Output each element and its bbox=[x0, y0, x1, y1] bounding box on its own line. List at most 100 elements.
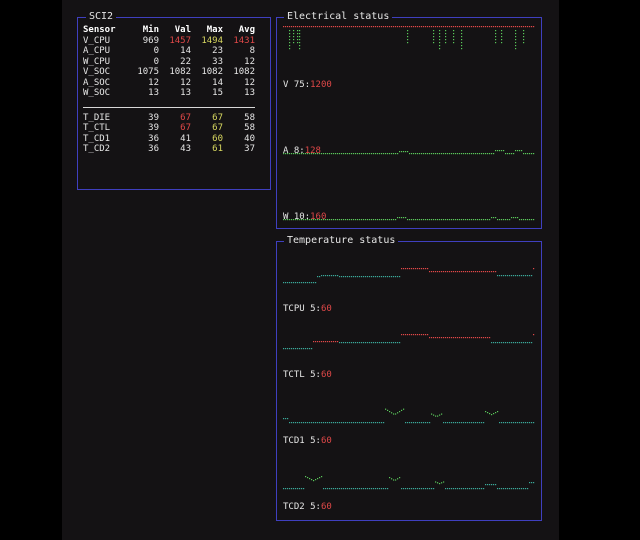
col-val: Val bbox=[174, 25, 191, 35]
sensor-val: 13 bbox=[180, 88, 191, 98]
graph-name: A bbox=[283, 146, 289, 156]
tcd2-graph-label: TCD2 5:60 bbox=[283, 502, 332, 512]
sensor-val: 22 bbox=[180, 56, 191, 67]
power-graph-label: W 10:160 bbox=[283, 212, 327, 222]
electrical-status-panel: Electrical status V 75:1200 A 8:128 W 10… bbox=[276, 10, 542, 229]
sensor-row: A_CPU 0 14 23 8 bbox=[83, 46, 255, 57]
sensor-min: 0 bbox=[153, 46, 159, 56]
current-graph bbox=[283, 150, 535, 155]
sensor-row: W_SOC 13 13 15 13 bbox=[83, 88, 255, 99]
sensor-min: 12 bbox=[148, 77, 159, 88]
sensor-row: T_CTL 39 67 67 58 bbox=[83, 123, 255, 134]
power-rows: V_CPU 969 1457 1494 1431 A_CPU 0 14 23 8 W_CPU 0 22 3… bbox=[83, 36, 255, 99]
col-sensor: Sensor bbox=[83, 25, 116, 35]
sensor-avg: 40 bbox=[244, 133, 255, 144]
sensor-avg: 37 bbox=[244, 144, 255, 154]
graph-name: W bbox=[283, 212, 289, 222]
sensor-name: A_CPU bbox=[83, 46, 111, 56]
sensor-max: 1494 bbox=[201, 35, 223, 46]
tcd2-graph bbox=[283, 476, 535, 490]
sensor-panel-title: SCI2 bbox=[86, 10, 117, 24]
sensor-row: A_SOC 12 12 14 12 bbox=[83, 78, 255, 89]
sensor-val: 67 bbox=[180, 112, 191, 123]
electrical-panel-title: Electrical status bbox=[284, 10, 393, 24]
sensor-val: 67 bbox=[180, 123, 191, 133]
sensor-max: 67 bbox=[212, 123, 223, 133]
terminal-screen: SCI2 Sensor Min Val Max Avg V_CPU 969 1457… bbox=[62, 0, 559, 540]
sensor-val: 43 bbox=[180, 144, 191, 154]
graph-scale: 5 bbox=[310, 370, 316, 380]
sensor-val: 14 bbox=[180, 46, 191, 56]
tctl-graph bbox=[283, 334, 535, 350]
sensor-avg: 8 bbox=[249, 46, 255, 56]
sensor-val: 41 bbox=[180, 133, 191, 144]
voltage-graph-label: V 75:1200 bbox=[283, 80, 332, 90]
sensor-min: 13 bbox=[148, 88, 159, 98]
col-max: Max bbox=[206, 25, 223, 35]
col-avg: Avg bbox=[238, 25, 255, 35]
sensor-row: V_SOC 1075 1082 1082 1082 bbox=[83, 67, 255, 78]
tcd1-graph-label: TCD1 5:60 bbox=[283, 436, 332, 446]
graph-limit: 60 bbox=[320, 502, 332, 512]
sensor-row: W_CPU 0 22 33 12 bbox=[83, 57, 255, 68]
sensor-val: 12 bbox=[180, 77, 191, 88]
graph-name: TCTL bbox=[283, 370, 305, 380]
graph-limit: 160 bbox=[310, 212, 327, 222]
graph-scale: 8 bbox=[293, 146, 300, 156]
graph-limit: 60 bbox=[320, 436, 332, 446]
sensor-max: 67 bbox=[212, 112, 223, 123]
tcd1-graph bbox=[283, 408, 535, 424]
sensor-max: 61 bbox=[212, 144, 223, 154]
sensor-max: 23 bbox=[212, 46, 223, 56]
sensor-min: 969 bbox=[142, 35, 159, 46]
sensor-max: 15 bbox=[212, 88, 223, 98]
temperature-panel-title: Temperature status bbox=[284, 234, 399, 248]
graph-name: V bbox=[283, 80, 289, 90]
sensor-min: 36 bbox=[148, 133, 159, 144]
tcpu-graph-label: TCPU 5:60 bbox=[283, 304, 332, 314]
sensor-max: 33 bbox=[212, 56, 223, 67]
sensor-table: Sensor Min Val Max Avg V_CPU 969 1457 1494 1… bbox=[83, 25, 255, 155]
sensor-name: T_CD2 bbox=[83, 144, 111, 154]
tctl-graph-label: TCTL 5:60 bbox=[283, 370, 332, 380]
sensor-avg: 13 bbox=[244, 88, 255, 98]
graph-scale: 5 bbox=[310, 436, 316, 446]
sensor-avg: 58 bbox=[244, 112, 255, 123]
sensor-max: 14 bbox=[212, 77, 223, 88]
col-min: Min bbox=[142, 25, 159, 35]
sensor-name: A_SOC bbox=[83, 77, 111, 88]
sensor-min: 39 bbox=[148, 123, 159, 133]
tcpu-graph bbox=[283, 268, 535, 284]
graph-name: TCD1 bbox=[283, 436, 305, 446]
current-graph-label: A 8:128 bbox=[283, 146, 321, 156]
sensor-min: 39 bbox=[148, 112, 159, 123]
sensor-avg: 58 bbox=[244, 123, 255, 133]
sensor-row: T_CD1 36 41 60 40 bbox=[83, 134, 255, 145]
sensor-name: W_SOC bbox=[83, 88, 111, 98]
graph-scale: 75 bbox=[293, 80, 305, 90]
graph-limit: 60 bbox=[320, 304, 332, 314]
sensor-row: T_DIE 39 67 67 58 bbox=[83, 113, 255, 124]
sensor-val: 1082 bbox=[169, 67, 191, 77]
sensor-name: T_CD1 bbox=[83, 133, 111, 144]
graph-name: TCPU bbox=[283, 304, 305, 314]
sensor-min: 0 bbox=[153, 56, 159, 67]
sensor-avg: 1431 bbox=[233, 35, 255, 46]
sensor-min: 36 bbox=[148, 144, 159, 154]
sensor-name: V_CPU bbox=[83, 35, 111, 46]
sensor-table-header: Sensor Min Val Max Avg bbox=[83, 25, 255, 36]
sensor-avg: 12 bbox=[244, 56, 255, 67]
temperature-status-panel: Temperature status TCPU 5:60 TCTL 5:60 T… bbox=[276, 234, 542, 521]
sensor-val: 1457 bbox=[169, 35, 191, 46]
sensor-row: T_CD2 36 43 61 37 bbox=[83, 144, 255, 155]
graph-scale: 5 bbox=[310, 304, 316, 314]
graph-limit: 128 bbox=[304, 146, 321, 156]
sensor-max: 1082 bbox=[201, 67, 223, 77]
power-graph bbox=[283, 217, 535, 221]
sensor-name: T_DIE bbox=[83, 112, 111, 123]
sensor-max: 60 bbox=[212, 133, 223, 144]
voltage-graph bbox=[283, 26, 535, 50]
sensor-row: V_CPU 969 1457 1494 1431 bbox=[83, 36, 255, 47]
graph-name: TCD2 bbox=[283, 502, 305, 512]
sensor-table-panel: SCI2 Sensor Min Val Max Avg V_CPU 969 1457… bbox=[77, 10, 271, 190]
